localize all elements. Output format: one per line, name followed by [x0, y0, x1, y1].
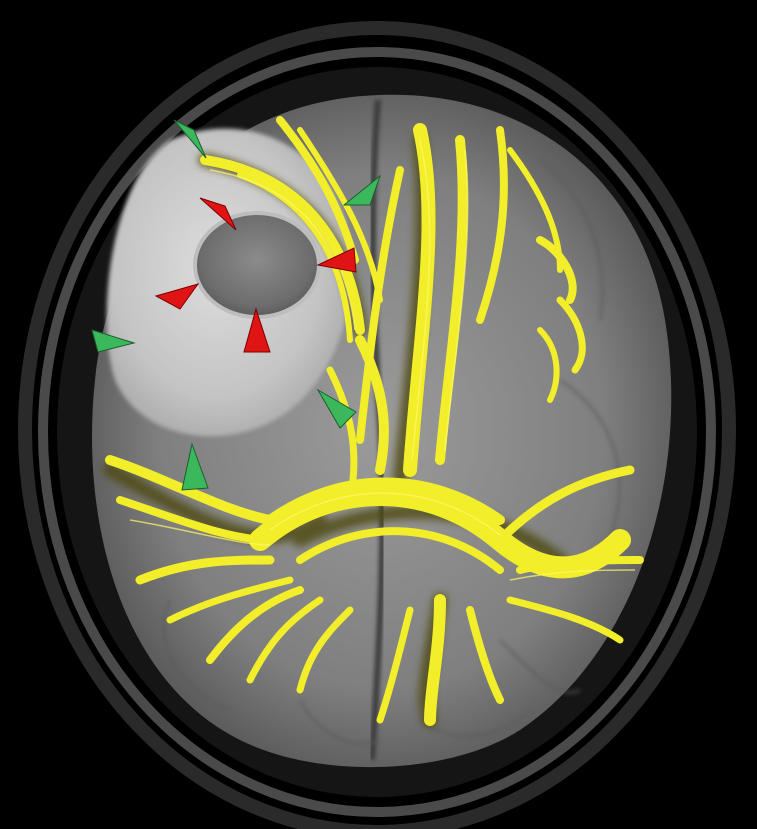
red-arrowhead [199, 197, 237, 231]
green-arrowheads [91, 119, 382, 491]
sulci-texture [162, 158, 621, 746]
green-arrowhead [173, 119, 207, 159]
green-arrowhead [91, 329, 136, 353]
red-arrowheads [154, 197, 357, 353]
red-arrowhead [316, 247, 357, 273]
green-arrowhead [316, 388, 357, 429]
scalp-inner-ring [38, 47, 716, 817]
green-arrowhead [181, 442, 209, 491]
fiber-tracts [105, 116, 644, 726]
lesion-cyst [193, 211, 321, 319]
red-arrowhead [243, 307, 271, 353]
green-arrowhead [342, 174, 382, 206]
red-arrowhead [154, 283, 200, 310]
scalp-outer-ring [18, 21, 736, 829]
fiber-texture [129, 139, 636, 581]
